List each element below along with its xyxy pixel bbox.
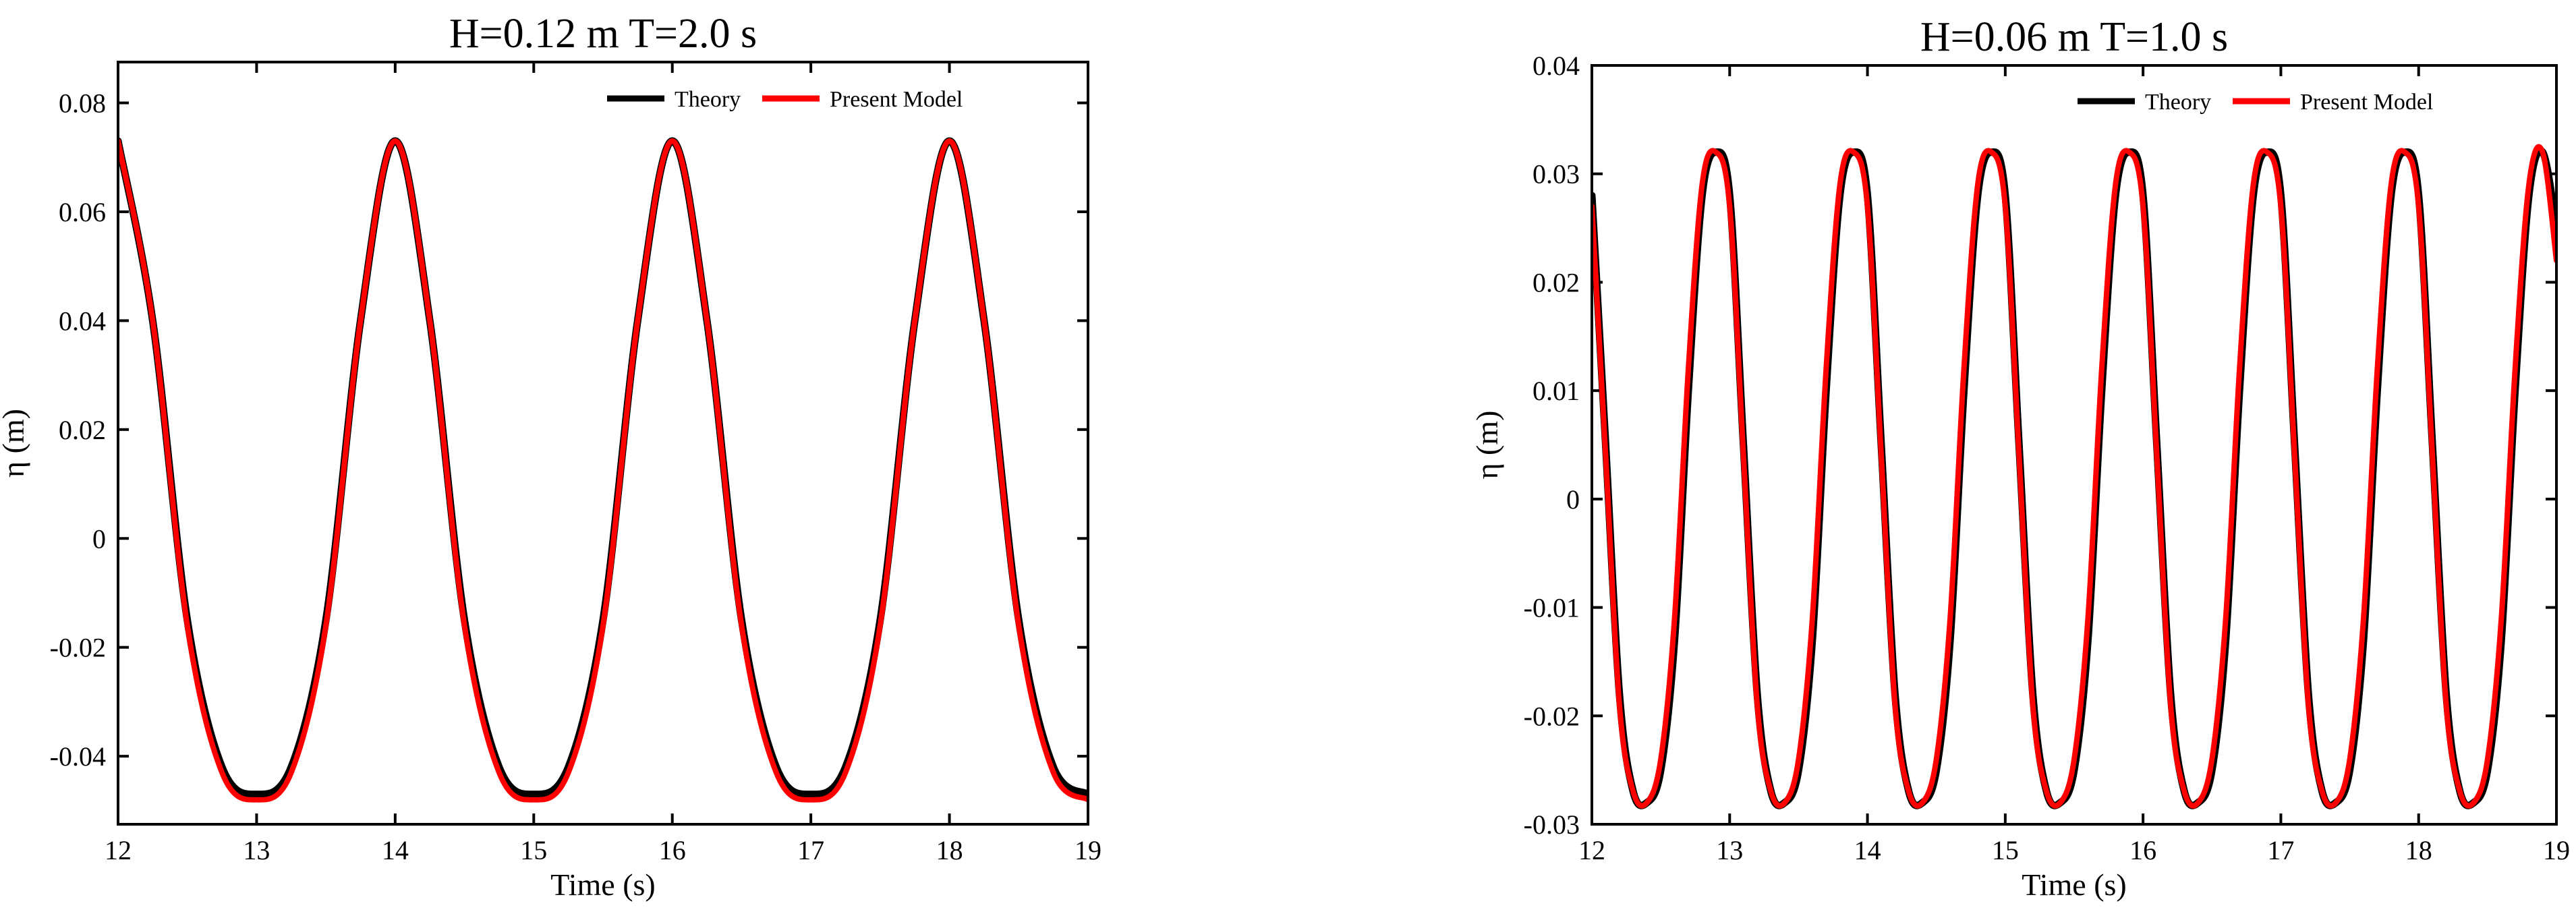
x-tick-label: 13 xyxy=(1716,835,1743,865)
axes-box xyxy=(117,61,1089,826)
y-tick-label: 0.03 xyxy=(1533,159,1580,190)
y-tick-label: -0.02 xyxy=(1524,701,1580,731)
legend: Theory Present Model xyxy=(607,87,963,112)
y-tick-label: 0 xyxy=(92,523,106,554)
x-tick-label: 15 xyxy=(520,835,547,865)
legend: Theory Present Model xyxy=(2078,90,2433,115)
x-tick-label: 12 xyxy=(1578,835,1605,865)
x-tick-label: 19 xyxy=(1075,835,1101,865)
y-tick-label: -0.04 xyxy=(50,741,106,772)
x-tick-label: 14 xyxy=(1854,835,1881,865)
chart-panel-2: H=0.06 m T=1.0 s 12 13 14 15 16 17 18 19 -0.03 -0.… xyxy=(1470,14,2570,902)
series-line-present-model xyxy=(118,138,1088,803)
x-tick-label: 18 xyxy=(936,835,963,865)
y-tick-label: -0.03 xyxy=(1524,809,1580,840)
x-axis-label: Time (s) xyxy=(550,867,656,902)
axes-box xyxy=(1591,64,2558,826)
y-tick-label: -0.01 xyxy=(1524,593,1580,623)
x-tick-label: 14 xyxy=(382,835,409,865)
x-tick-label: 12 xyxy=(105,835,132,865)
y-tick-label: 0.02 xyxy=(59,415,106,445)
y-axis-label: η (m) xyxy=(0,409,30,478)
y-tick-label: 0.01 xyxy=(1533,376,1580,406)
x-tick-label: 19 xyxy=(2543,835,2570,865)
y-tick-label: 0.04 xyxy=(59,306,106,336)
x-tick-label: 17 xyxy=(2267,835,2294,865)
legend-label: Theory xyxy=(2145,90,2211,115)
plot-area xyxy=(118,62,1088,824)
legend-label: Theory xyxy=(675,87,741,112)
x-tick-label: 16 xyxy=(2129,835,2156,865)
chart-title: H=0.06 m T=1.0 s xyxy=(1920,14,2228,60)
x-axis-label: Time (s) xyxy=(2022,867,2127,902)
x-tick-label: 16 xyxy=(659,835,686,865)
y-tick-label: 0 xyxy=(1566,484,1580,515)
y-tick-label: 0.04 xyxy=(1533,51,1580,81)
y-tick-label: -0.02 xyxy=(50,633,106,663)
chart-panel-1: H=0.12 m T=2.0 s 12 13 14 15 16 17 18 19 -0.04 -0.… xyxy=(0,11,1101,902)
legend-label: Present Model xyxy=(2300,90,2433,115)
chart-title: H=0.12 m T=2.0 s xyxy=(449,11,757,57)
x-tick-label: 15 xyxy=(1992,835,2019,865)
x-tick-label: 18 xyxy=(2405,835,2432,865)
legend-label: Present Model xyxy=(830,87,963,112)
y-tick-label: 0.02 xyxy=(1533,267,1580,297)
y-tick-label: 0.06 xyxy=(59,197,106,227)
plot-area xyxy=(1592,65,2556,824)
y-tick-label: 0.08 xyxy=(59,88,106,119)
series-line-present-model xyxy=(1592,144,2556,809)
y-axis-label: η (m) xyxy=(1470,411,1504,480)
x-tick-label: 17 xyxy=(797,835,824,865)
x-tick-label: 13 xyxy=(243,835,270,865)
